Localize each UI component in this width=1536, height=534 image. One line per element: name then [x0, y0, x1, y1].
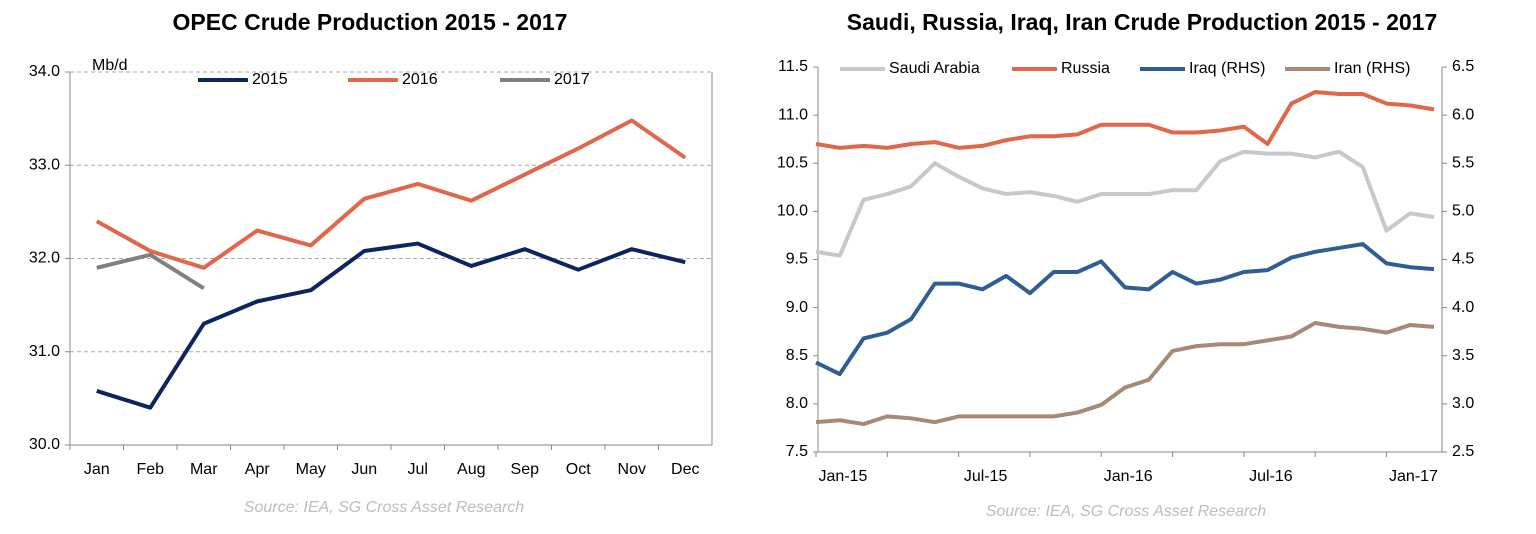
x-tick-label: Jan-17: [1389, 468, 1438, 485]
y-tick-label: 9.0: [786, 299, 808, 316]
series-line: [95, 118, 687, 270]
y-tick-label: 8.0: [786, 395, 808, 412]
y2-tick-label: 6.5: [1452, 58, 1474, 75]
y-tick-label: 7.5: [786, 443, 808, 460]
x-tick-label: Nov: [618, 461, 646, 478]
legend-label: Russia: [1061, 60, 1110, 77]
x-tick-label: Aug: [457, 461, 485, 478]
y2-tick-label: 4.0: [1452, 299, 1474, 316]
x-tick-label: Feb: [136, 461, 164, 478]
y-unit: Mb/d: [92, 57, 128, 74]
x-tick-label: Jan: [84, 461, 110, 478]
y-tick-label: 9.5: [786, 251, 808, 268]
y2-tick-label: 5.5: [1452, 154, 1474, 171]
y-tick-label: 31.0: [29, 343, 60, 360]
y-tick-label: 34.0: [29, 63, 60, 80]
y-tick-label: 10.5: [777, 154, 808, 171]
x-tick-label: Oct: [566, 461, 591, 478]
series-line: [815, 90, 1435, 150]
x-tick-label: Apr: [245, 461, 271, 478]
legend-label: Iraq (RHS): [1189, 60, 1265, 77]
y-tick-label: 11.0: [778, 106, 808, 123]
x-tick-label: May: [296, 461, 326, 478]
x-tick-label: Jul-16: [1249, 468, 1293, 485]
series-line: [815, 149, 1435, 258]
legend-label: 2017: [554, 71, 590, 88]
legend-label: Saudi Arabia: [889, 60, 980, 77]
y2-tick-label: 3.5: [1452, 347, 1474, 364]
chart-title: OPEC Crude Production 2015 - 2017: [173, 9, 568, 35]
x-tick-label: Jun: [351, 461, 377, 478]
series-line: [96, 241, 686, 410]
x-tick-label: Jul: [408, 461, 428, 478]
x-tick-label: Mar: [190, 461, 218, 478]
y2-tick-label: 4.5: [1452, 251, 1474, 268]
x-tick-label: Jan-15: [819, 468, 868, 485]
source: Source: IEA, SG Cross Asset Research: [244, 499, 525, 516]
y-tick-label: 33.0: [29, 156, 60, 173]
series-line: [815, 321, 1435, 427]
chart-title: Saudi, Russia, Iraq, Iran Crude Producti…: [847, 9, 1438, 35]
series-line: [815, 242, 1435, 377]
legend-label: 2015: [252, 71, 288, 88]
y-tick-label: 11.5: [778, 58, 808, 75]
y2-tick-label: 2.5: [1452, 443, 1474, 460]
legend-label: Iran (RHS): [1334, 60, 1410, 77]
y2-tick-label: 6.0: [1452, 106, 1474, 123]
y2-tick-label: 3.0: [1452, 395, 1474, 412]
source: Source: IEA, SG Cross Asset Research: [986, 503, 1267, 520]
y2-tick-label: 5.0: [1452, 203, 1474, 220]
x-tick-label: Jul-15: [964, 468, 1008, 485]
y-tick-label: 10.0: [777, 203, 808, 220]
legend-label: 2016: [402, 71, 438, 88]
x-tick-label: Dec: [671, 461, 699, 478]
y-tick-label: 8.5: [786, 347, 808, 364]
y-tick-label: 32.0: [29, 250, 60, 267]
x-tick-label: Jan-16: [1104, 468, 1153, 485]
y-tick-label: 30.0: [29, 436, 60, 453]
x-tick-label: Sep: [511, 461, 540, 478]
series-line: [96, 252, 205, 291]
